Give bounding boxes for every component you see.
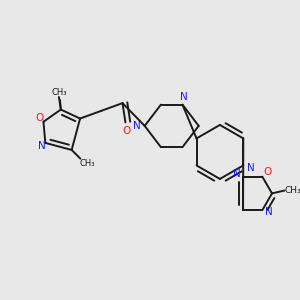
Text: CH₃: CH₃ [79, 159, 95, 168]
Text: N: N [180, 92, 187, 102]
Text: N: N [233, 169, 241, 179]
Text: CH₃: CH₃ [51, 88, 67, 97]
Text: N: N [265, 207, 273, 217]
Text: N: N [38, 141, 45, 151]
Text: O: O [35, 113, 44, 123]
Text: N: N [133, 121, 141, 131]
Text: O: O [263, 167, 271, 177]
Text: CH₃: CH₃ [285, 186, 300, 195]
Text: N: N [247, 163, 255, 173]
Text: O: O [122, 126, 130, 136]
